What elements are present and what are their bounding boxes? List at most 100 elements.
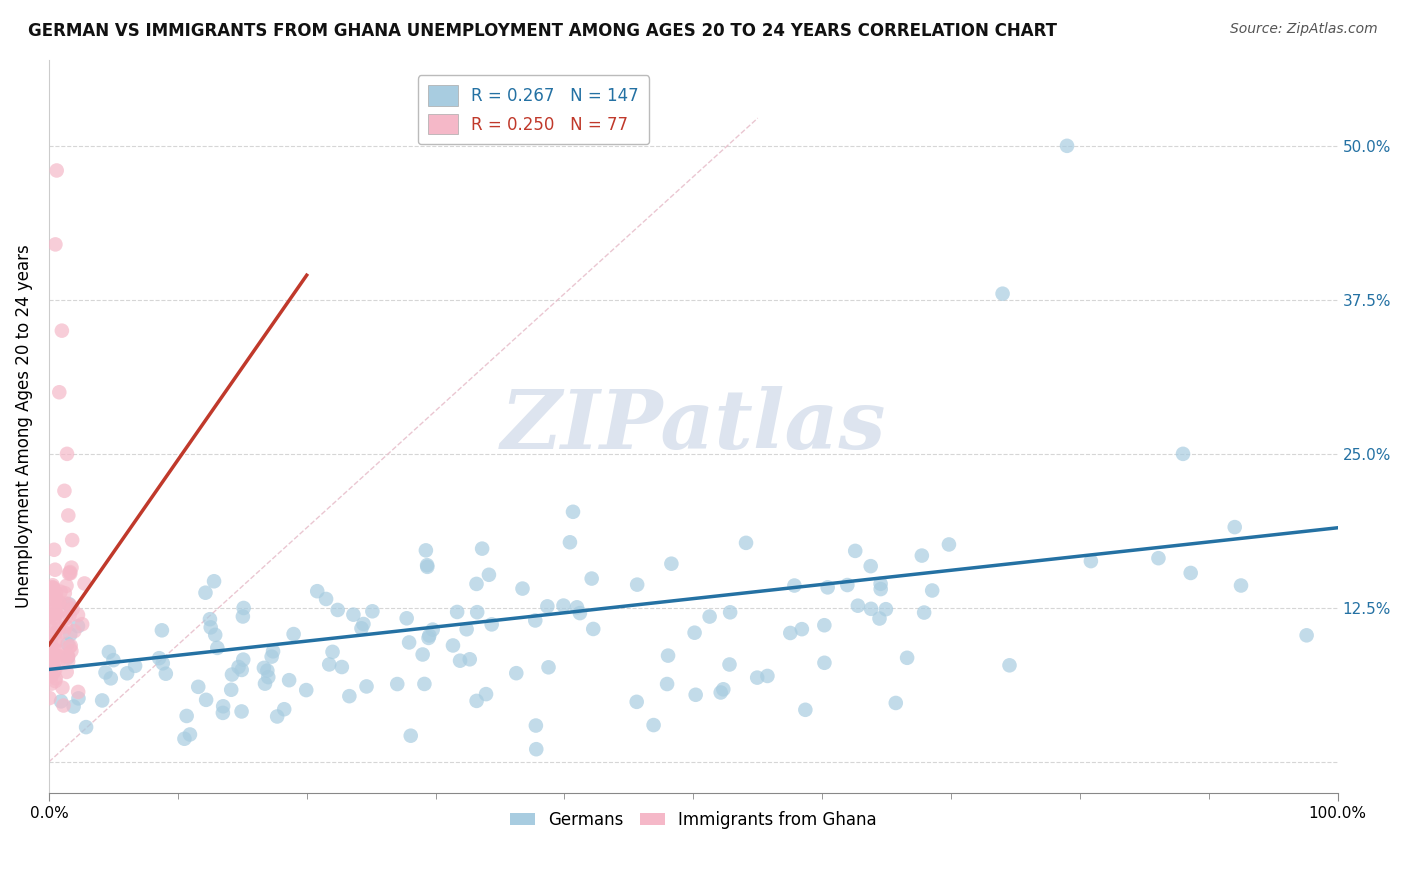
Point [63, 624, 86, 639]
Point [46, 633, 69, 648]
Point [683, 625, 706, 640]
Point [846, 599, 869, 613]
Point [38, 691, 60, 706]
Point [699, 609, 721, 624]
Point [1223, 520, 1246, 534]
Point [481, 617, 503, 632]
Point [416, 558, 439, 573]
Point [42, 592, 65, 607]
Point [794, 703, 817, 717]
Point [49, 694, 72, 708]
Point [48, 595, 70, 609]
Point [565, 600, 588, 615]
Point [1230, 578, 1253, 592]
Point [232, 652, 254, 666]
Point [52, 624, 75, 639]
Point [418, 631, 440, 645]
Point [56, 655, 79, 669]
Point [176, 709, 198, 723]
Point [58, 608, 80, 623]
Point [45, 654, 67, 668]
Point [257, 670, 280, 684]
Point [41, 605, 63, 619]
Point [41, 578, 63, 592]
Point [70, 617, 93, 632]
Point [643, 718, 665, 732]
Point [232, 609, 254, 624]
Point [283, 627, 305, 641]
Point [307, 584, 329, 599]
Point [42, 542, 65, 557]
Point [655, 677, 678, 691]
Point [39, 654, 62, 668]
Point [91, 693, 114, 707]
Point [45, 587, 67, 601]
Point [884, 696, 907, 710]
Point [875, 602, 897, 616]
Point [44, 592, 66, 607]
Point [59, 565, 82, 579]
Point [253, 661, 276, 675]
Point [661, 557, 683, 571]
Point [66, 607, 89, 622]
Point [896, 650, 918, 665]
Y-axis label: Unemployment Among Ages 20 to 24 years: Unemployment Among Ages 20 to 24 years [15, 244, 32, 608]
Point [44, 634, 66, 648]
Point [56, 650, 79, 665]
Point [173, 731, 195, 746]
Point [869, 611, 891, 625]
Point [97, 645, 120, 659]
Point [48, 595, 70, 609]
Point [49, 584, 72, 599]
Point [212, 699, 235, 714]
Point [536, 599, 558, 614]
Point [150, 624, 173, 638]
Point [58, 597, 80, 611]
Point [711, 682, 734, 697]
Point [626, 577, 648, 591]
Point [262, 644, 284, 658]
Point [273, 702, 295, 716]
Point [103, 653, 125, 667]
Point [322, 645, 344, 659]
Point [581, 572, 603, 586]
Point [100, 671, 122, 685]
Point [232, 601, 254, 615]
Point [42, 614, 65, 628]
Point [179, 727, 201, 741]
Point [44, 648, 66, 662]
Point [231, 705, 253, 719]
Point [56, 447, 79, 461]
Point [55, 619, 77, 633]
Point [44, 626, 66, 640]
Point [231, 663, 253, 677]
Point [478, 567, 501, 582]
Point [813, 618, 835, 632]
Point [710, 685, 733, 699]
Point [45, 672, 67, 686]
Point [38, 603, 60, 617]
Point [195, 693, 218, 707]
Text: Source: ZipAtlas.com: Source: ZipAtlas.com [1230, 22, 1378, 37]
Point [415, 543, 437, 558]
Point [62, 699, 84, 714]
Point [446, 605, 468, 619]
Point [44, 644, 66, 658]
Point [42, 582, 65, 596]
Point [524, 614, 547, 628]
Point [48, 385, 70, 400]
Point [356, 680, 378, 694]
Point [198, 612, 221, 626]
Point [75, 720, 97, 734]
Point [58, 649, 80, 664]
Point [55, 611, 77, 625]
Point [39, 648, 62, 663]
Point [869, 582, 891, 596]
Point [562, 505, 585, 519]
Point [155, 666, 177, 681]
Point [783, 578, 806, 592]
Point [152, 657, 174, 671]
Point [212, 706, 235, 720]
Point [39, 620, 62, 634]
Point [44, 590, 66, 604]
